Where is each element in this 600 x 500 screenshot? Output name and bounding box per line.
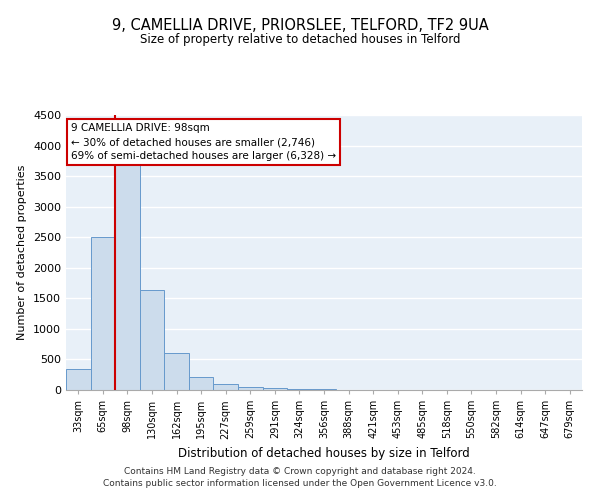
Bar bbox=[115, 161, 140, 390]
Bar bbox=[164, 354, 189, 390]
Bar bbox=[287, 389, 312, 390]
Bar bbox=[140, 290, 164, 390]
Bar bbox=[263, 388, 287, 390]
X-axis label: Distribution of detached houses by size in Telford: Distribution of detached houses by size … bbox=[178, 447, 470, 460]
Bar bbox=[214, 384, 238, 390]
Text: Contains HM Land Registry data © Crown copyright and database right 2024.
Contai: Contains HM Land Registry data © Crown c… bbox=[103, 466, 497, 487]
Text: 9 CAMELLIA DRIVE: 98sqm
← 30% of detached houses are smaller (2,746)
69% of semi: 9 CAMELLIA DRIVE: 98sqm ← 30% of detache… bbox=[71, 123, 336, 161]
Text: 9, CAMELLIA DRIVE, PRIORSLEE, TELFORD, TF2 9UA: 9, CAMELLIA DRIVE, PRIORSLEE, TELFORD, T… bbox=[112, 18, 488, 32]
Bar bbox=[91, 237, 115, 390]
Bar bbox=[238, 386, 263, 390]
Y-axis label: Number of detached properties: Number of detached properties bbox=[17, 165, 28, 340]
Bar bbox=[66, 368, 91, 390]
Bar bbox=[189, 376, 214, 390]
Text: Size of property relative to detached houses in Telford: Size of property relative to detached ho… bbox=[140, 32, 460, 46]
